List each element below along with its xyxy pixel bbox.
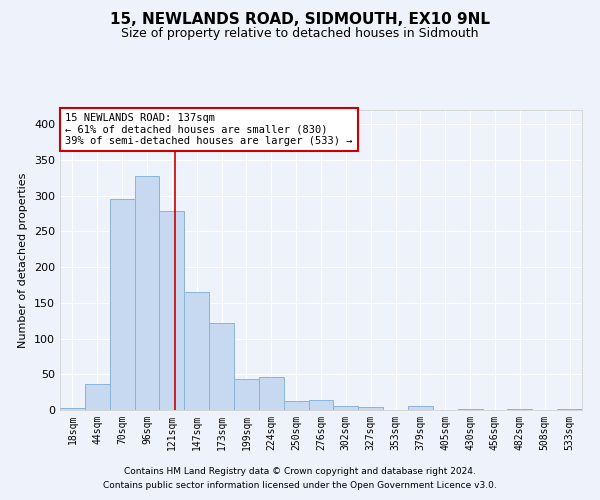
Bar	[358, 407, 383, 410]
Bar	[308, 400, 334, 410]
Bar	[234, 378, 259, 410]
Bar	[184, 292, 209, 410]
Bar	[160, 212, 184, 410]
Text: 15 NEWLANDS ROAD: 137sqm
← 61% of detached houses are smaller (830)
39% of semi-: 15 NEWLANDS ROAD: 137sqm ← 61% of detach…	[65, 113, 353, 146]
Text: Contains public sector information licensed under the Open Government Licence v3: Contains public sector information licen…	[103, 481, 497, 490]
Bar	[408, 406, 433, 410]
Text: Size of property relative to detached houses in Sidmouth: Size of property relative to detached ho…	[121, 28, 479, 40]
Y-axis label: Number of detached properties: Number of detached properties	[19, 172, 28, 348]
Bar	[85, 384, 110, 410]
Bar	[60, 408, 85, 410]
Bar	[284, 400, 308, 410]
Bar	[209, 323, 234, 410]
Text: Contains HM Land Registry data © Crown copyright and database right 2024.: Contains HM Land Registry data © Crown c…	[124, 467, 476, 476]
Bar	[334, 406, 358, 410]
Bar	[134, 176, 160, 410]
Bar	[110, 200, 134, 410]
Bar	[259, 377, 284, 410]
Text: 15, NEWLANDS ROAD, SIDMOUTH, EX10 9NL: 15, NEWLANDS ROAD, SIDMOUTH, EX10 9NL	[110, 12, 490, 28]
